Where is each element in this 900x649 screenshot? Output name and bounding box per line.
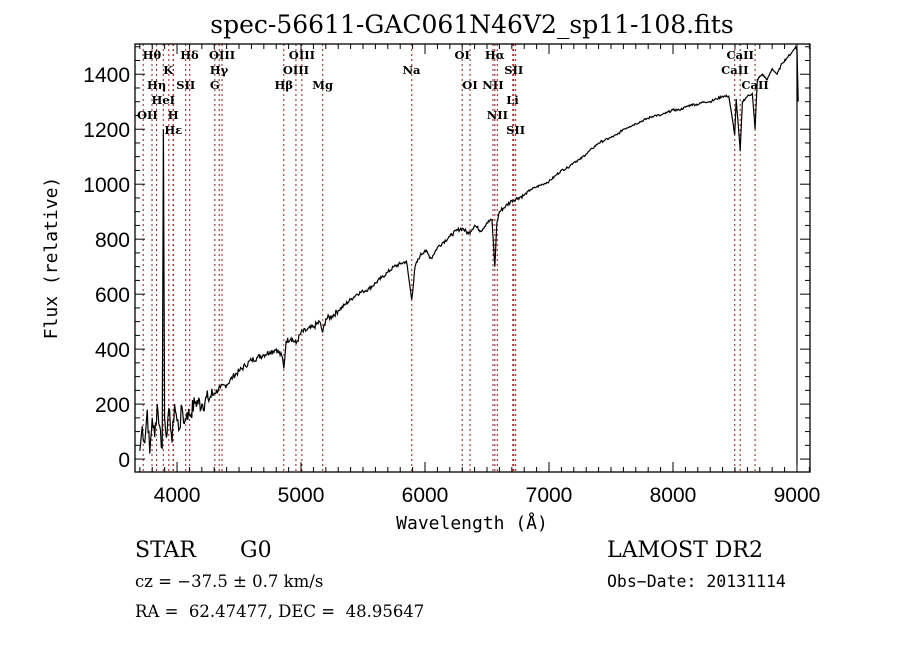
plot-layer <box>139 44 799 465</box>
obs-date: Obs−Date: 20131114 <box>607 572 786 591</box>
plot-frame <box>134 43 811 473</box>
spectral-line-label: Hδ <box>180 48 199 62</box>
y-tick-label: 600 <box>95 284 130 307</box>
spectral-line-label: SII <box>504 63 523 77</box>
spectral-line-label: NII <box>482 78 503 92</box>
spectral-line-label: Hγ <box>210 63 229 77</box>
coordinates-text: RA = 62.47477, DEC = 48.95647 <box>135 602 425 621</box>
spectral-line-label: NII <box>487 108 508 122</box>
spectral-line-label: G <box>210 78 220 92</box>
spectral-line-label: Hα <box>485 48 505 62</box>
spectral-line-label: K <box>163 63 174 77</box>
spectral-line-label: Hη <box>147 78 166 92</box>
x-axis-label: Wavelength (Å) <box>396 512 548 534</box>
spectral-line-label: OII <box>137 108 158 122</box>
spectral-line-label: CaII <box>727 48 754 62</box>
spectral-line-label: OIII <box>283 63 309 77</box>
spectral-line-label: Hε <box>164 123 182 137</box>
spectral-line-label: OIII <box>289 48 315 62</box>
spectral-line-label: SII <box>176 78 195 92</box>
spectral-line-label: CaII <box>741 78 768 92</box>
y-tick-label: 200 <box>95 394 130 417</box>
spectral-line-label: CaII <box>721 63 748 77</box>
object-class: STAR <box>135 538 196 563</box>
spectral-line-label: OIII <box>209 48 235 62</box>
spectral-line-label: Hβ <box>275 78 294 92</box>
y-tick-label: 0 <box>118 449 130 472</box>
y-tick-label: 1000 <box>83 174 130 197</box>
spectral-line-label: OI <box>462 78 477 92</box>
redshift-text: cz = −37.5 ± 0.7 km/s <box>135 572 324 591</box>
x-tick-label: 6000 <box>402 484 449 507</box>
y-tick-label: 800 <box>95 229 130 252</box>
x-axis: 4000 5000 6000 7000 8000 9000 <box>139 44 821 507</box>
x-tick-label: 9000 <box>774 484 821 507</box>
x-tick-label: 8000 <box>650 484 697 507</box>
x-tick-label: 5000 <box>278 484 325 507</box>
spectral-line-label: Mg <box>312 78 333 92</box>
y-axis: 0 200 400 600 800 1000 1200 1400 <box>83 46 810 472</box>
x-tick-label: 7000 <box>526 484 573 507</box>
y-axis-label: Flux (relative) <box>41 177 62 340</box>
y-tick-label: 1400 <box>83 64 130 87</box>
spectral-subclass: G0 <box>240 538 272 563</box>
spectral-line-label: H <box>168 108 179 122</box>
spectral-line-label: SII <box>506 123 525 137</box>
spectral-line-label: Hθ <box>143 48 162 62</box>
spectral-line-label: Li <box>506 93 519 107</box>
y-tick-label: 400 <box>95 339 130 362</box>
x-tick-label: 4000 <box>154 484 201 507</box>
spectral-line-label: Na <box>403 63 422 77</box>
survey-name: LAMOST DR2 <box>607 538 763 563</box>
chart-title: spec-56611-GAC061N46V2_sp11-108.fits <box>210 10 733 39</box>
spectral-line-label: HeI <box>152 93 176 107</box>
spectrum-line <box>139 44 799 454</box>
spectral-line-label: OI <box>455 48 470 62</box>
y-tick-label: 1200 <box>83 119 130 142</box>
